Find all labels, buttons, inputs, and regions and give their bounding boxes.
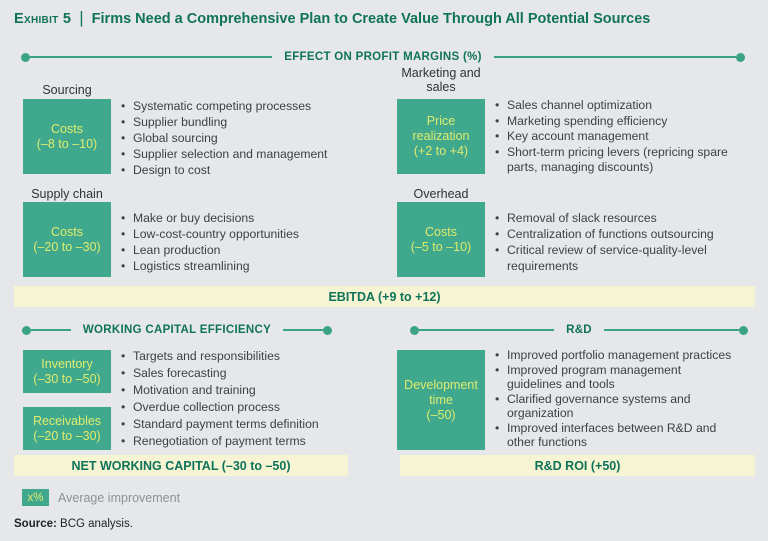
legend-chip-average-improvement: x% <box>22 489 49 506</box>
bullet-item: Supplier bundling <box>120 114 370 130</box>
block-label-marketing-and-sales: Marketing and sales <box>401 66 481 94</box>
bullet-list-rnd: Improved portfolio management practicesI… <box>494 348 758 450</box>
bullet-item: Improved program management guidelines a… <box>494 363 758 392</box>
block-label-sourcing: Sourcing <box>42 83 92 97</box>
box-range: (–30 to –50) <box>33 371 101 386</box>
summary-bar-rnd-roi: R&D ROI (+50) <box>400 455 755 476</box>
source-text: BCG analysis. <box>60 518 133 530</box>
block-label-supply-chain: Supply chain <box>31 187 103 201</box>
box-title: Receivables <box>32 413 102 428</box>
bullet-item: Supplier selection and management <box>120 146 370 162</box>
divider-line <box>493 56 737 58</box>
source-label: Source: <box>14 518 57 530</box>
bullet-item: Improved portfolio management practices <box>494 348 758 363</box>
value-box-supply-chain-costs: Costs (–20 to –30) <box>23 202 111 277</box>
bullet-item: Design to cost <box>120 162 370 178</box>
bullet-item: Standard payment terms definition <box>120 416 370 433</box>
bullet-item: Lean production <box>120 242 370 258</box>
bullet-item: Make or buy decisions <box>120 210 370 226</box>
section-divider-working-capital: WORKING CAPITAL EFFICIENCY <box>22 323 332 337</box>
divider-line <box>603 329 740 331</box>
divider-dot-left <box>21 52 30 62</box>
divider-line <box>419 329 555 331</box>
bullet-item: Critical review of service-quality-level… <box>494 242 758 274</box>
bullet-item: Centralization of functions outsourcing <box>494 226 758 242</box>
bullet-item: Low-cost-country opportunities <box>120 226 370 242</box>
section-header-profit-margins: EFFECT ON PROFIT MARGINS (%) <box>284 51 482 63</box>
legend: x% Average improvement <box>22 489 180 506</box>
divider-line <box>30 56 273 58</box>
bullet-item: Overdue collection process <box>120 399 370 416</box>
box-title: Inventory <box>41 356 93 371</box>
box-range: (–8 to –10) <box>36 136 98 151</box>
box-range: (–20 to –30) <box>33 428 101 443</box>
bullet-item: Removal of slack resources <box>494 210 758 226</box>
bullet-item: Renegotiation of payment terms <box>120 433 370 450</box>
block-label-overhead: Overhead <box>413 187 469 201</box>
bullet-list-marketing: Sales channel optimizationMarketing spen… <box>494 98 758 176</box>
divider-line <box>283 329 323 331</box>
section-divider-rnd: R&D <box>410 323 749 337</box>
value-box-development-time: Development time (–50) <box>397 350 485 450</box>
value-box-price-realization: Price realization (+2 to +4) <box>397 99 485 174</box>
divider-line <box>31 329 71 331</box>
section-divider-profit-margins: EFFECT ON PROFIT MARGINS (%) <box>21 50 746 64</box>
bullet-item: Sales forecasting <box>120 365 370 382</box>
divider-dot-right <box>739 325 749 335</box>
box-title: Costs <box>51 224 83 239</box>
bullet-item: Motivation and training <box>120 382 370 399</box>
summary-bar-net-working-capital: NET WORKING CAPITAL (–30 to –50) <box>14 455 348 476</box>
section-header-rnd: R&D <box>566 324 592 336</box>
box-title: Development time <box>404 377 478 407</box>
box-title: Costs <box>51 121 83 136</box>
divider-dot-right <box>736 52 746 62</box>
box-title: Price realization <box>412 114 470 143</box>
bullet-item: Targets and responsibilities <box>120 348 370 365</box>
value-box-inventory: Inventory (–30 to –50) <box>23 350 111 393</box>
source-note: Source: BCG analysis. <box>14 518 133 530</box>
bullet-list-sourcing: Systematic competing processesSupplier b… <box>120 98 370 178</box>
exhibit-header: Exhibit 5 | Firms Need a Comprehensive P… <box>14 8 651 29</box>
title-separator: | <box>79 8 84 27</box>
box-range: (–20 to –30) <box>33 239 101 254</box>
bullet-item: Sales channel optimization <box>494 98 758 114</box>
bullet-item: Clarified governance systems and organiz… <box>494 392 758 421</box>
bullet-item: Systematic competing processes <box>120 98 370 114</box>
exhibit-number: Exhibit 5 <box>14 11 72 27</box>
box-range: (–50) <box>426 407 456 422</box>
summary-bar-ebitda: EBITDA (+9 to +12) <box>14 286 755 307</box>
value-box-receivables: Receivables (–20 to –30) <box>23 407 111 450</box>
bullet-item: Short-term pricing levers (repricing spa… <box>494 145 758 176</box>
bullet-list-overhead: Removal of slack resourcesCentralization… <box>494 210 758 274</box>
page-title: Firms Need a Comprehensive Plan to Creat… <box>91 11 651 27</box>
value-box-sourcing-costs: Costs (–8 to –10) <box>23 99 111 174</box>
bullet-item: Global sourcing <box>120 130 370 146</box>
legend-label: Average improvement <box>58 490 181 505</box>
bullet-list-working-capital: Targets and responsibilitiesSales foreca… <box>120 348 370 450</box>
bullet-item: Logistics streamlining <box>120 258 370 274</box>
divider-dot-left <box>22 325 31 335</box>
bullet-list-supply-chain: Make or buy decisionsLow-cost-country op… <box>120 210 370 274</box>
divider-dot-left <box>410 325 419 335</box>
section-header-working-capital: WORKING CAPITAL EFFICIENCY <box>82 324 272 336</box>
box-range: (–5 to –10) <box>410 239 472 254</box>
divider-dot-right <box>323 325 332 335</box>
box-range: (+2 to +4) <box>413 144 469 158</box>
bullet-item: Key account management <box>494 129 758 145</box>
value-box-overhead-costs: Costs (–5 to –10) <box>397 202 485 277</box>
bullet-item: Marketing spending efficiency <box>494 114 758 130</box>
bullet-item: Improved interfaces between R&D and othe… <box>494 421 758 450</box>
box-title: Costs <box>425 224 457 239</box>
